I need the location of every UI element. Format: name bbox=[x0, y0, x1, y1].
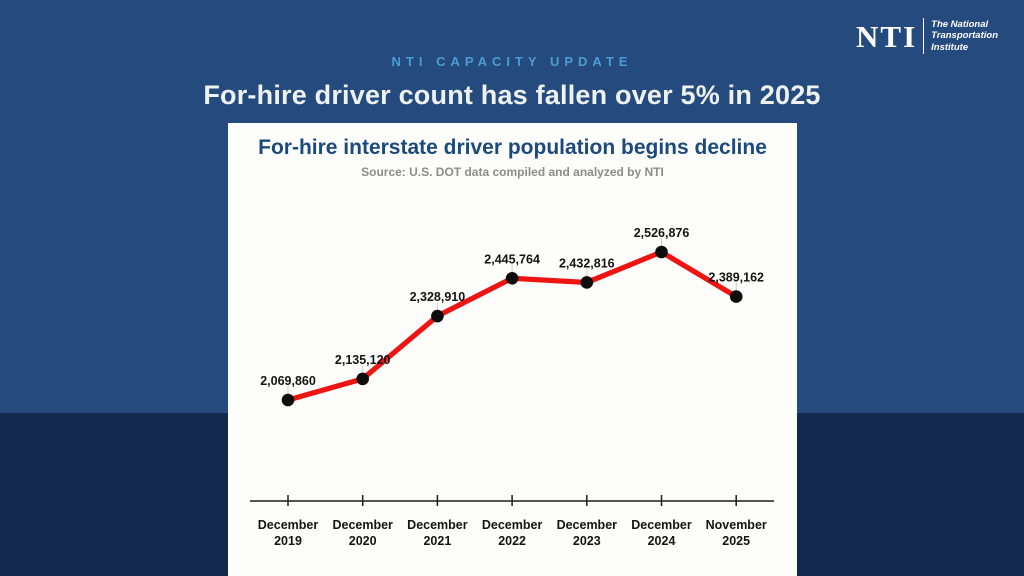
x-tick-label-year: 2023 bbox=[573, 534, 601, 548]
x-tick-label-month: November bbox=[706, 518, 767, 532]
x-tick-label-month: December bbox=[631, 518, 692, 532]
logo-divider bbox=[923, 18, 925, 54]
logo-name-line: The National bbox=[931, 19, 989, 31]
data-label: 2,432,816 bbox=[559, 256, 615, 270]
x-tick-label-year: 2025 bbox=[722, 534, 750, 548]
x-tick-label-month: December bbox=[407, 518, 468, 532]
x-tick-label-year: 2024 bbox=[648, 534, 676, 548]
driver-count-chart: 2,069,860 2,135,120 2,328,910 2,445,764 2,43… bbox=[250, 226, 774, 548]
x-tick-label-year: 2019 bbox=[274, 534, 302, 548]
data-label: 2,445,764 bbox=[484, 252, 540, 266]
data-point bbox=[729, 290, 743, 303]
data-point bbox=[281, 393, 295, 407]
logo-name-line: Institute bbox=[931, 41, 969, 53]
nti-logo-name: The National Transportation Institute bbox=[931, 19, 998, 53]
chart-title: For-hire interstate driver population be… bbox=[258, 136, 767, 159]
data-point bbox=[655, 245, 668, 259]
x-tick-label-month: December bbox=[482, 518, 543, 532]
x-tick-label-year: 2020 bbox=[349, 534, 377, 548]
chart-subtitle: Source: U.S. DOT data compiled and analy… bbox=[361, 165, 664, 179]
data-point bbox=[356, 372, 369, 386]
data-point bbox=[505, 271, 519, 285]
data-label: 2,135,120 bbox=[335, 353, 391, 367]
data-point bbox=[431, 309, 444, 323]
x-tick-label-year: 2022 bbox=[498, 534, 526, 548]
data-label: 2,069,860 bbox=[260, 374, 316, 388]
eyebrow-label: NTI CAPACITY UPDATE bbox=[391, 54, 633, 69]
x-tick-label-month: December bbox=[258, 518, 319, 532]
x-tick-label-month: December bbox=[332, 518, 393, 532]
page-title: For-hire driver count has fallen over 5%… bbox=[203, 80, 821, 110]
data-label: 2,328,910 bbox=[410, 290, 466, 304]
x-tick-label-month: December bbox=[557, 518, 618, 532]
data-point bbox=[580, 276, 594, 289]
data-label: 2,389,162 bbox=[708, 271, 764, 285]
chart-card: 2,069,860 2,135,120 2,328,910 2,445,764 2,43… bbox=[228, 123, 797, 576]
data-label: 2,526,876 bbox=[634, 226, 690, 240]
nti-logo-acronym: NTI bbox=[856, 18, 918, 54]
x-tick-label-year: 2021 bbox=[423, 534, 451, 548]
nti-logo: NTI The National Transportation Institut… bbox=[856, 18, 998, 54]
logo-name-line: Transportation bbox=[931, 30, 998, 42]
